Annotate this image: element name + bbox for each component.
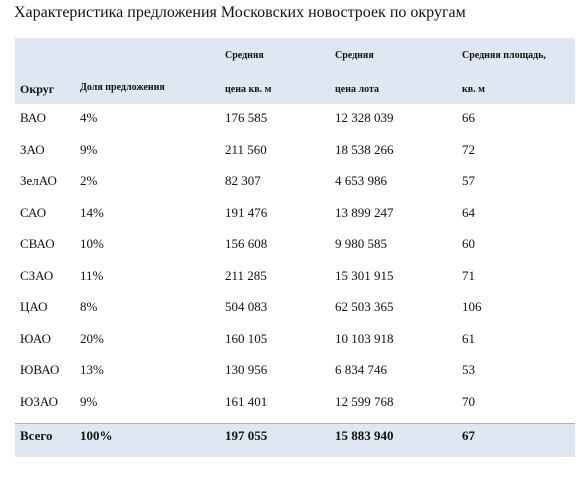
table-cell: 13 899 247	[335, 204, 394, 220]
table-cell: 6 834 746	[335, 362, 387, 377]
table-cell: 4 653 986	[335, 173, 387, 188]
table-cell: 176 585	[225, 110, 268, 125]
table-cell: 11%	[80, 267, 104, 283]
table-cell: 211 560	[225, 141, 267, 157]
total-cell: 15 883 940	[335, 428, 394, 443]
table-cell: ЮЗАО	[20, 393, 59, 409]
table-cell: ЦАО	[20, 299, 48, 314]
table-cell: 10%	[80, 236, 104, 251]
table-cell: 9 980 585	[335, 236, 387, 251]
table-cell: 70	[462, 393, 475, 409]
total-cell: 100%	[80, 428, 113, 443]
table-cell: 10 103 918	[335, 330, 394, 346]
total-cell: 67	[462, 428, 475, 443]
table-cell: 9%	[80, 141, 98, 157]
header-cell: Средняя	[335, 50, 374, 61]
table-cell: 15 301 915	[335, 267, 394, 283]
table-cell: 60	[462, 236, 475, 251]
total-cell: Всего	[20, 428, 53, 443]
table-cell: 211 285	[225, 267, 267, 283]
table-cell: 191 476	[225, 204, 268, 220]
table-cell: 72	[462, 141, 475, 157]
header-cell: кв. м	[462, 84, 485, 95]
title: Характеристика предложения Московских но…	[14, 4, 466, 21]
table-cell: 130 956	[225, 362, 268, 377]
table-cell: 57	[462, 173, 475, 188]
table-cell: 12 328 039	[335, 110, 394, 125]
table-cell: ВАО	[20, 110, 46, 125]
header-cell: Округ	[20, 82, 55, 96]
header-cell: Средняя площадь,	[462, 50, 546, 61]
header-cell: цена кв. м	[225, 84, 272, 95]
header-cell: Средняя	[225, 50, 264, 61]
table-cell: 8%	[80, 299, 98, 314]
table-cell: ЗАО	[20, 141, 45, 157]
table-cell: 4%	[80, 110, 98, 125]
table: Округ Доля предложения Средняя цена кв. м Ср…	[15, 38, 575, 457]
table-cell: 62 503 365	[335, 299, 394, 314]
table-cell: 12 599 768	[335, 393, 394, 409]
table-cell: 71	[462, 267, 475, 283]
header-cell: Доля предложения	[80, 82, 165, 93]
table-cell: САО	[20, 204, 47, 220]
table-cell: ЮВАО	[20, 362, 60, 377]
header-cell: цена лота	[335, 84, 379, 95]
table-cell: ЗелАО	[20, 173, 57, 188]
table-cell: СВАО	[20, 236, 55, 251]
table-cell: 20%	[80, 330, 104, 346]
table-cell: 64	[462, 204, 475, 220]
table-cell: ЮАО	[20, 330, 51, 346]
table-cell: 18 538 266	[335, 141, 394, 157]
table-cell: 9%	[80, 393, 98, 409]
table-cell: 53	[462, 362, 475, 377]
table-cell: 504 083	[225, 299, 268, 314]
table-cell: 156 608	[225, 236, 268, 251]
table-cell: 82 307	[225, 173, 261, 188]
table-cell: 13%	[80, 362, 104, 377]
table-cell: 2%	[80, 173, 98, 188]
table-cell: 160 105	[225, 330, 268, 346]
table-cell: 106	[462, 299, 482, 314]
header-background	[15, 38, 575, 104]
total-background	[15, 423, 575, 457]
table-cell: 14%	[80, 204, 104, 220]
total-cell: 197 055	[225, 428, 268, 443]
table-cell: СЗАО	[20, 267, 54, 283]
table-cell: 61	[462, 330, 475, 346]
table-cell: 161 401	[225, 393, 268, 409]
table-cell: 66	[462, 110, 475, 125]
